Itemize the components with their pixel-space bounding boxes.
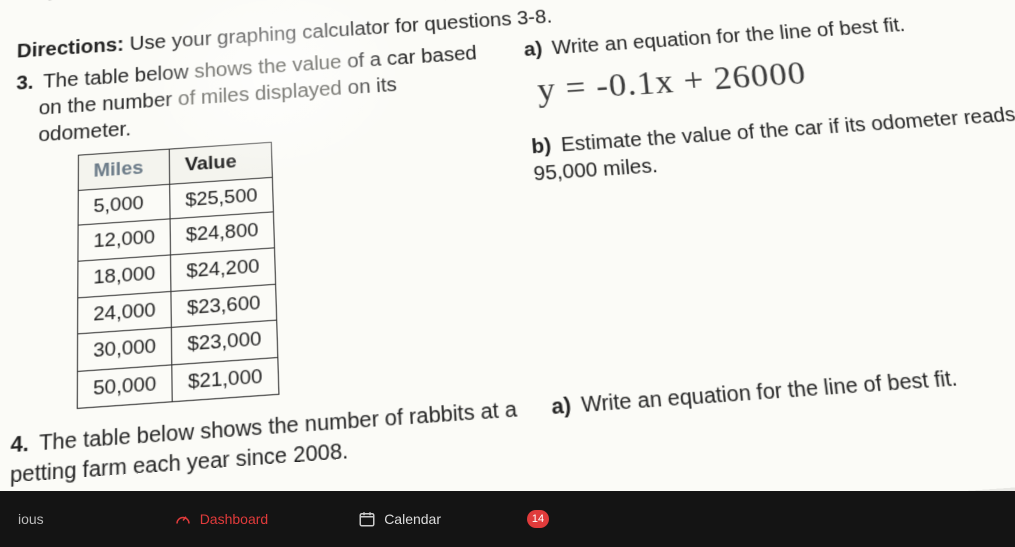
miles-value-table: Miles Value 5,000$25,500 12,000$24,800 1… — [77, 142, 280, 410]
part-b-label: b) — [531, 135, 552, 158]
question-3b: b) Estimate the value of the car if its … — [531, 99, 1015, 189]
question-3: 3. The table below shows the value of a … — [11, 3, 1015, 420]
q4-part-a-label: a) — [551, 395, 572, 420]
cell-miles: 50,000 — [77, 365, 172, 409]
nav-notification[interactable]: 14 — [531, 510, 549, 528]
part-b-text: Estimate the value of the car if its odo… — [533, 104, 1015, 186]
notification-badge: 14 — [527, 510, 549, 528]
question-4-number: 4. — [10, 433, 29, 459]
bottom-nav-bar: ious Dashboard Calendar 14 — [0, 491, 1015, 547]
choice-label-b: B. — [443, 0, 465, 5]
part-a-label: a) — [523, 38, 543, 60]
nav-calendar-label: Calendar — [384, 511, 441, 527]
question-3-right: a) Write an equation for the line of bes… — [523, 3, 1015, 382]
worksheet-page: D. y = -½x + 1 A. 3x − 4y = 20 C. 3x + 4… — [0, 0, 1015, 491]
worksheet-viewport: D. y = -½x + 1 A. 3x − 4y = 20 C. 3x + 4… — [0, 0, 1015, 491]
gauge-icon — [174, 510, 192, 528]
directions-label: Directions: — [17, 34, 124, 62]
question-3-left: 3. The table below shows the value of a … — [11, 38, 539, 420]
nav-dashboard[interactable]: Dashboard — [174, 510, 269, 528]
choice-d-top-equation: y = -½x + 1 — [50, 0, 152, 1]
choice-label-d-top: D. — [18, 0, 39, 3]
nav-previous-label: ious — [18, 511, 44, 527]
nav-dashboard-label: Dashboard — [200, 511, 269, 527]
nav-previous[interactable]: ious — [18, 511, 84, 527]
question-3-number: 3. — [16, 72, 34, 95]
calendar-icon — [358, 510, 376, 528]
choice-d-top: D. y = -½x + 1 — [18, 0, 152, 6]
nav-calendar[interactable]: Calendar — [358, 510, 441, 528]
cell-value: $21,000 — [172, 357, 279, 402]
